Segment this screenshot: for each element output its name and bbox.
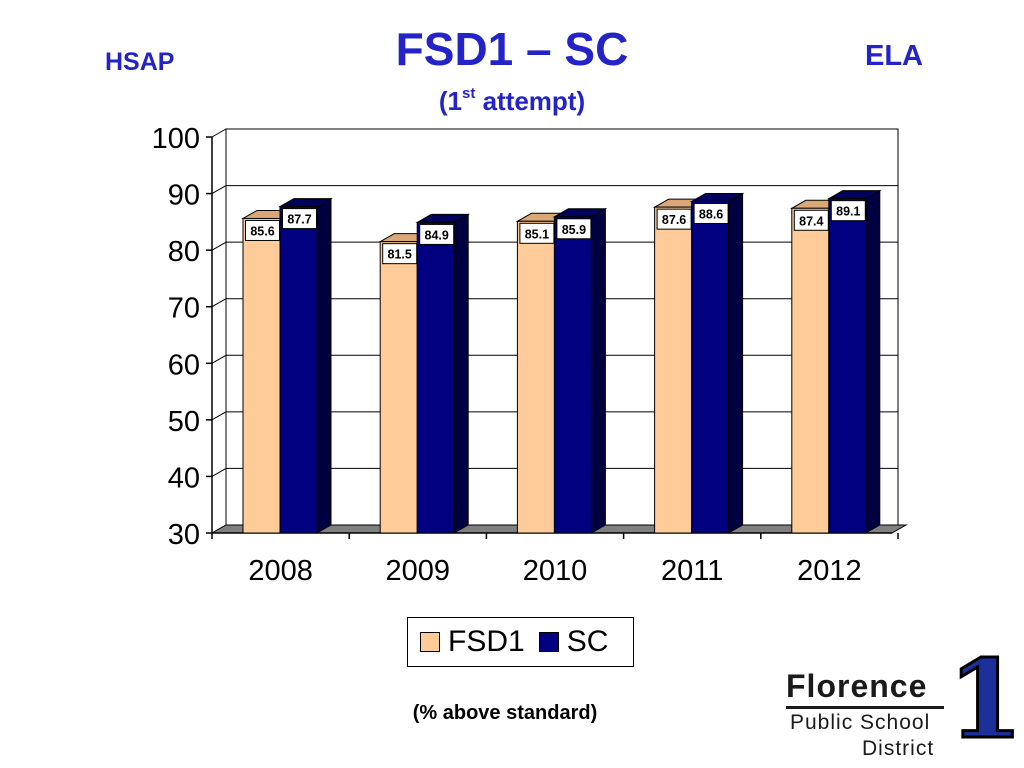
bar-side-sc-2009 bbox=[453, 213, 469, 534]
legend-label-fsd1: FSD1 bbox=[448, 625, 525, 658]
bar-side-sc-2008 bbox=[316, 197, 332, 534]
chart-legend: FSD1 SC bbox=[407, 617, 634, 667]
page-title: FSD1 – SC bbox=[395, 23, 629, 75]
x-tick-label: 2008 bbox=[248, 555, 313, 587]
bar-fsd1-2012 bbox=[791, 207, 830, 534]
data-label: 85.9 bbox=[562, 223, 586, 237]
bar-sc-2012 bbox=[828, 198, 867, 534]
data-label: 89.1 bbox=[836, 205, 860, 219]
gridline-diagonal bbox=[211, 298, 227, 308]
y-tick-label: 90 bbox=[168, 180, 200, 212]
legend-item-fsd1: FSD1 bbox=[420, 625, 525, 659]
logo-rule bbox=[786, 706, 944, 709]
y-tick-label: 30 bbox=[168, 519, 200, 551]
district-logo: Florence Public School District 1 bbox=[782, 645, 1024, 764]
bar-fsd1-2011 bbox=[654, 206, 693, 534]
data-label: 84.9 bbox=[425, 228, 449, 242]
gridline-diagonal bbox=[211, 467, 227, 477]
data-label-box bbox=[556, 218, 592, 240]
legend-swatch-sc bbox=[538, 632, 559, 652]
data-label: 85.6 bbox=[250, 224, 274, 238]
gridline-diagonal bbox=[211, 354, 227, 364]
y-tick-label: 60 bbox=[168, 349, 200, 381]
bar-fsd1-2009 bbox=[379, 241, 418, 534]
x-tick-label: 2011 bbox=[661, 555, 723, 587]
data-label: 85.1 bbox=[525, 227, 549, 241]
y-tick-label: 70 bbox=[168, 293, 200, 325]
data-label: 81.5 bbox=[388, 248, 412, 262]
data-label-box bbox=[830, 200, 866, 222]
bar-fsd1-2008 bbox=[242, 217, 281, 534]
bar-fsd1-2010 bbox=[516, 220, 555, 534]
hsap-label: HSAP bbox=[105, 48, 175, 76]
bar-side-sc-2012 bbox=[865, 189, 881, 534]
subtitle-prefix: (1 bbox=[438, 86, 462, 116]
gridline-diagonal bbox=[211, 411, 227, 421]
legend-item-sc: SC bbox=[538, 625, 609, 659]
data-label: 87.6 bbox=[662, 213, 686, 227]
page-subtitle: (1st attempt) bbox=[0, 85, 1024, 117]
data-label: 87.4 bbox=[799, 214, 823, 228]
footnote: (% above standard) bbox=[412, 702, 598, 724]
logo-name: Florence bbox=[786, 668, 928, 704]
subtitle-superscript: st bbox=[462, 85, 476, 103]
bar-sc-2008 bbox=[279, 206, 318, 534]
bar-sc-2011 bbox=[691, 200, 730, 534]
subtitle-suffix: attempt) bbox=[475, 86, 586, 116]
legend-swatch-fsd1 bbox=[420, 632, 440, 652]
gridline-diagonal bbox=[211, 128, 227, 138]
gridline-diagonal bbox=[211, 185, 227, 195]
ela-label: ELA bbox=[865, 40, 923, 72]
y-tick-label: 100 bbox=[152, 123, 200, 155]
legend-label-sc: SC bbox=[566, 625, 609, 658]
logo-numeral: 1 bbox=[946, 637, 1024, 763]
logo-line2: Public School bbox=[790, 711, 931, 734]
gridline-diagonal bbox=[211, 241, 227, 251]
bar-side-sc-2011 bbox=[728, 192, 744, 534]
data-label-box bbox=[693, 202, 729, 224]
y-tick-label: 50 bbox=[168, 406, 200, 438]
data-label: 87.7 bbox=[287, 213, 311, 227]
data-label: 88.6 bbox=[699, 207, 723, 221]
bar-side-sc-2010 bbox=[590, 207, 606, 534]
logo-line3: District bbox=[862, 737, 935, 760]
x-tick-label: 2012 bbox=[797, 555, 862, 587]
x-tick-label: 2010 bbox=[523, 555, 588, 587]
bar-sc-2010 bbox=[553, 216, 592, 534]
y-tick-label: 80 bbox=[168, 236, 200, 268]
bar-sc-2009 bbox=[416, 221, 455, 534]
y-tick-label: 40 bbox=[168, 462, 200, 494]
data-label-box bbox=[419, 223, 455, 245]
x-tick-label: 2009 bbox=[386, 555, 451, 587]
data-label-box bbox=[282, 208, 317, 230]
